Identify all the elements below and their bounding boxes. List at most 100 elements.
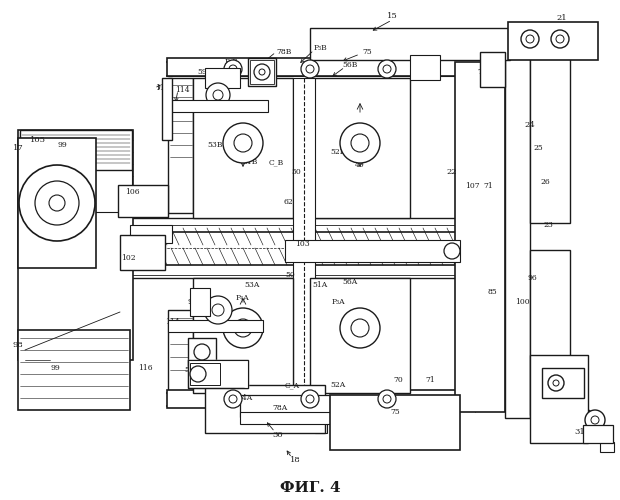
Bar [460, 240, 498, 270]
Text: 26: 26 [540, 178, 550, 186]
Text: 24: 24 [525, 121, 536, 129]
Bar [600, 442, 614, 452]
Bar [167, 60, 487, 76]
Circle shape [206, 83, 230, 107]
Bar [530, 55, 570, 223]
Text: 51A: 51A [312, 281, 327, 289]
Bar [285, 240, 460, 262]
Text: 50: 50 [291, 168, 301, 176]
Text: 56B: 56B [342, 61, 358, 69]
Bar [215, 307, 265, 372]
Circle shape [340, 308, 380, 348]
Circle shape [212, 304, 224, 316]
Circle shape [473, 193, 487, 207]
Text: 99: 99 [50, 364, 60, 372]
Bar [20, 132, 132, 162]
Circle shape [383, 65, 391, 73]
Bar [250, 60, 274, 84]
Bar [460, 244, 478, 258]
Bar [330, 395, 460, 450]
Bar [208, 285, 273, 305]
Bar [330, 307, 385, 372]
Bar [205, 385, 325, 433]
Circle shape [526, 35, 534, 43]
Text: 15: 15 [387, 12, 397, 20]
Circle shape [229, 65, 237, 73]
Bar [240, 412, 410, 424]
Circle shape [259, 69, 265, 75]
Bar [167, 390, 497, 408]
Text: 17: 17 [12, 144, 24, 152]
Bar [460, 75, 498, 105]
Circle shape [301, 390, 319, 408]
Text: 116: 116 [138, 364, 153, 372]
Bar [190, 288, 210, 316]
Text: 71A: 71A [477, 68, 493, 76]
Text: 105: 105 [30, 136, 46, 144]
Text: 52A: 52A [330, 381, 345, 389]
Text: 78A: 78A [272, 404, 288, 412]
Bar [118, 185, 168, 217]
Circle shape [473, 358, 487, 372]
Text: 70: 70 [410, 54, 420, 62]
Bar [505, 58, 530, 418]
Bar [193, 78, 293, 218]
Circle shape [306, 65, 314, 73]
Text: 56A: 56A [342, 278, 358, 286]
Text: 103: 103 [294, 240, 309, 248]
Text: 59B: 59B [197, 68, 213, 76]
Text: 21: 21 [557, 14, 567, 22]
Circle shape [224, 60, 242, 78]
Circle shape [473, 83, 487, 97]
Circle shape [234, 319, 252, 337]
Bar [120, 235, 165, 270]
Circle shape [223, 308, 263, 348]
Bar [310, 28, 510, 60]
Circle shape [383, 395, 391, 403]
Bar [20, 132, 132, 212]
Bar [460, 130, 498, 160]
Text: 114: 114 [175, 86, 189, 94]
Bar [315, 283, 403, 388]
Circle shape [194, 344, 210, 360]
Bar [215, 112, 265, 197]
Bar [315, 85, 403, 213]
Bar [583, 425, 613, 443]
Text: P₃B: P₃B [313, 44, 327, 52]
Text: 96: 96 [527, 274, 537, 282]
Text: 23: 23 [543, 221, 553, 229]
Circle shape [223, 123, 263, 163]
Bar [460, 350, 498, 380]
Text: 100: 100 [515, 298, 529, 306]
Text: 54A: 54A [237, 394, 252, 402]
Bar [168, 100, 268, 112]
Text: 50: 50 [285, 271, 295, 279]
Circle shape [473, 248, 487, 262]
Bar [168, 78, 193, 213]
Bar [510, 24, 596, 58]
Text: 70: 70 [393, 376, 403, 384]
Text: P₃A: P₃A [331, 298, 345, 306]
Circle shape [301, 60, 319, 78]
Bar [130, 218, 500, 278]
Circle shape [585, 410, 605, 430]
Bar [330, 112, 385, 197]
Bar [325, 90, 390, 110]
Circle shape [378, 60, 396, 78]
Bar [188, 338, 216, 366]
Bar [325, 285, 390, 305]
Bar [162, 78, 172, 140]
Bar [18, 130, 133, 360]
Circle shape [473, 303, 487, 317]
Bar [455, 62, 505, 412]
Text: 52B: 52B [330, 148, 346, 156]
Text: 99: 99 [57, 141, 67, 149]
Text: 51B: 51B [242, 158, 258, 166]
Bar [168, 310, 193, 395]
Circle shape [254, 64, 270, 80]
Bar [460, 295, 498, 325]
Text: 59A: 59A [184, 366, 200, 374]
Circle shape [351, 319, 369, 337]
Text: 60B: 60B [247, 58, 263, 66]
Bar [248, 58, 276, 86]
